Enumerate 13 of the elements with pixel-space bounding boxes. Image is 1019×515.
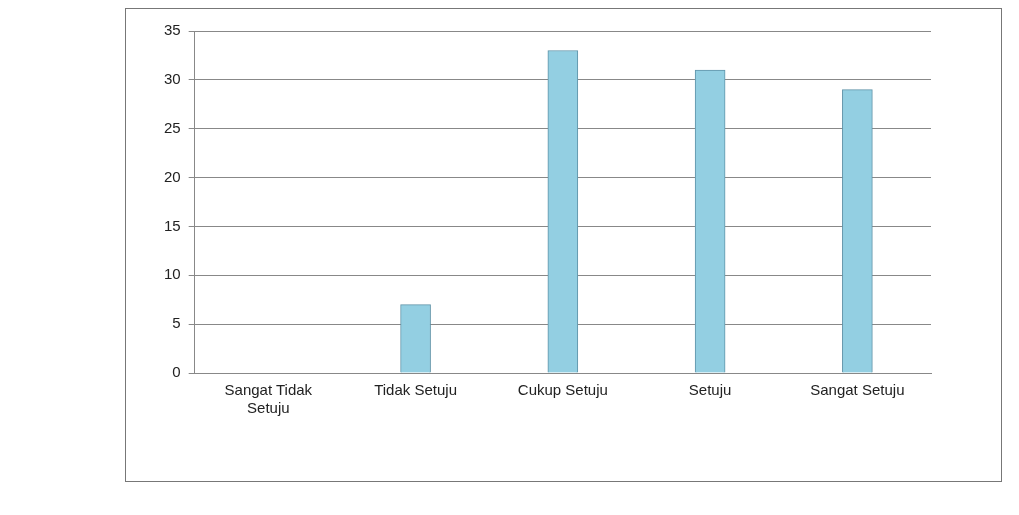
x-tick-label: Sangat Setuju bbox=[810, 381, 905, 399]
y-tick-label: 25 bbox=[164, 118, 181, 136]
x-tick-label: Setuju bbox=[688, 381, 732, 399]
x-tick-label: Cukup Setuju bbox=[517, 381, 608, 399]
y-tick-label: 30 bbox=[164, 70, 181, 87]
y-tick-label: 20 bbox=[164, 167, 181, 185]
y-tick-label: 10 bbox=[164, 265, 181, 283]
y-tick-label: 5 bbox=[172, 314, 181, 332]
y-tick-label: 15 bbox=[164, 216, 181, 234]
y-tick-label: 35 bbox=[164, 21, 181, 39]
x-tick-label: Tidak Setuju bbox=[374, 381, 457, 399]
x-tick-label: Sangat Tidak Setuju bbox=[224, 381, 313, 417]
y-tick-label: 0 bbox=[172, 363, 181, 381]
